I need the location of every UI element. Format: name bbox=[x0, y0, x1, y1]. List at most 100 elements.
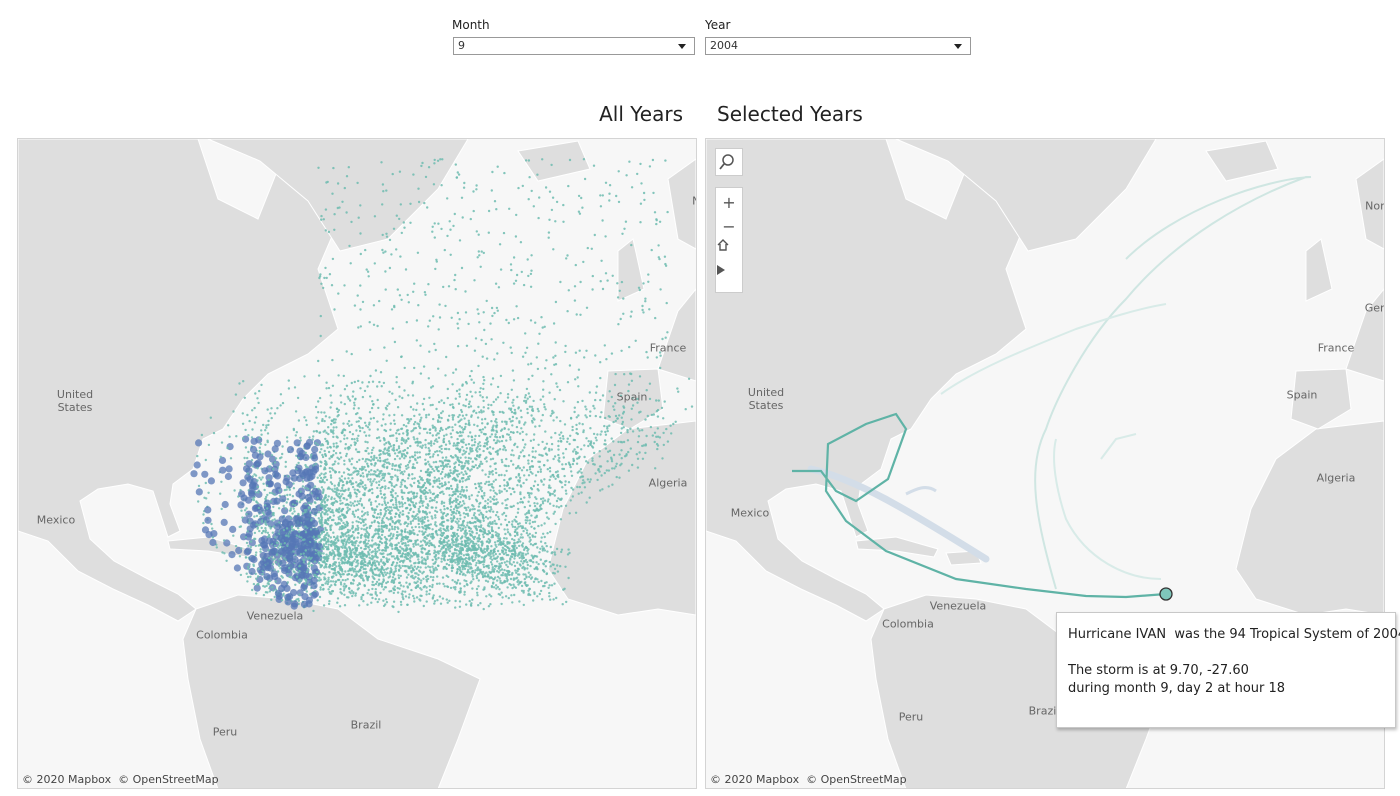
storm-point bbox=[513, 548, 516, 551]
storm-point bbox=[496, 560, 499, 563]
storm-point bbox=[261, 519, 264, 522]
storm-point bbox=[390, 545, 393, 548]
storm-point bbox=[297, 513, 300, 516]
storm-point bbox=[417, 543, 420, 546]
storm-point bbox=[288, 566, 291, 570]
storm-point bbox=[477, 546, 481, 549]
storm-point bbox=[401, 503, 404, 506]
storm-point bbox=[512, 454, 515, 457]
storm-point bbox=[672, 422, 675, 426]
storm-point-major bbox=[229, 525, 237, 533]
storm-point bbox=[548, 591, 551, 595]
storm-point bbox=[449, 403, 452, 407]
storm-point bbox=[354, 592, 358, 595]
storm-point bbox=[400, 489, 403, 492]
storm-point bbox=[627, 389, 630, 393]
storm-point bbox=[407, 511, 410, 515]
storm-point bbox=[373, 511, 376, 514]
storm-point bbox=[487, 480, 491, 483]
storm-point bbox=[381, 530, 385, 533]
storm-point bbox=[414, 517, 418, 520]
storm-point bbox=[465, 447, 469, 450]
storm-point bbox=[627, 450, 630, 454]
storm-point bbox=[271, 513, 274, 516]
storm-point bbox=[603, 439, 607, 442]
storm-point-major bbox=[306, 468, 314, 477]
storm-point bbox=[494, 478, 497, 481]
storm-point bbox=[456, 483, 459, 486]
map-all-years[interactable]: United States Mexico Venezuela Colombia … bbox=[17, 138, 697, 789]
storm-point bbox=[248, 521, 251, 524]
storm-point bbox=[569, 499, 572, 502]
storm-point bbox=[318, 451, 322, 454]
storm-point bbox=[232, 534, 235, 537]
storm-point bbox=[414, 543, 418, 546]
storm-point bbox=[272, 525, 276, 528]
storm-point bbox=[344, 447, 347, 450]
storm-point bbox=[431, 434, 434, 437]
storm-point bbox=[425, 593, 428, 596]
storm-point bbox=[438, 479, 441, 483]
map-title: Selected Years bbox=[717, 102, 863, 126]
storm-point-major bbox=[273, 472, 282, 480]
storm-point bbox=[343, 593, 346, 596]
storm-point bbox=[528, 494, 531, 497]
storm-point bbox=[452, 511, 456, 514]
storm-point bbox=[411, 514, 414, 518]
storm-point bbox=[437, 432, 440, 435]
storm-point bbox=[370, 521, 374, 524]
storm-point bbox=[404, 528, 407, 531]
storm-point-major bbox=[248, 567, 256, 576]
storm-point bbox=[576, 485, 579, 489]
storm-point bbox=[354, 527, 358, 530]
storm-point bbox=[344, 488, 347, 492]
storm-point bbox=[553, 551, 556, 554]
storm-point bbox=[456, 486, 459, 489]
storm-point bbox=[572, 450, 575, 453]
storm-point bbox=[435, 407, 438, 411]
storm-point bbox=[409, 560, 412, 563]
storm-point bbox=[406, 452, 409, 455]
storm-point bbox=[491, 377, 495, 380]
storm-point bbox=[486, 422, 489, 425]
filter-dropdown[interactable]: 2004 bbox=[705, 37, 971, 55]
storm-point bbox=[312, 435, 315, 438]
storm-point bbox=[629, 447, 632, 450]
storm-point bbox=[482, 382, 485, 385]
storm-point bbox=[631, 404, 635, 407]
storm-point bbox=[504, 449, 507, 452]
storm-point bbox=[377, 598, 381, 601]
storm-point bbox=[479, 501, 482, 505]
filter-dropdown[interactable]: 9 bbox=[453, 37, 695, 55]
storm-point bbox=[368, 488, 372, 491]
storm-point bbox=[252, 498, 256, 502]
storm-point bbox=[289, 508, 292, 512]
storm-point bbox=[537, 443, 540, 446]
storm-point bbox=[317, 400, 320, 403]
storm-point bbox=[350, 573, 353, 577]
storm-point bbox=[341, 493, 344, 496]
storm-point bbox=[330, 592, 333, 595]
storm-point bbox=[288, 530, 292, 533]
storm-point bbox=[348, 529, 352, 532]
storm-point bbox=[348, 563, 352, 566]
storm-point bbox=[607, 450, 610, 453]
storm-point bbox=[504, 595, 508, 598]
storm-point bbox=[413, 477, 416, 480]
storm-point bbox=[382, 437, 386, 440]
storm-point bbox=[361, 520, 365, 523]
storm-point bbox=[451, 478, 455, 481]
storm-point bbox=[507, 570, 510, 573]
storm-point bbox=[486, 524, 490, 527]
storm-point bbox=[479, 460, 483, 463]
storm-point bbox=[542, 497, 545, 500]
storm-point bbox=[553, 510, 556, 513]
storm-point bbox=[290, 525, 294, 528]
storm-point bbox=[457, 463, 461, 467]
storm-point bbox=[377, 563, 381, 566]
storm-point bbox=[543, 584, 546, 588]
storm-point bbox=[456, 528, 459, 532]
storm-point bbox=[463, 567, 467, 571]
storm-points bbox=[190, 158, 694, 614]
storm-point bbox=[411, 574, 414, 577]
